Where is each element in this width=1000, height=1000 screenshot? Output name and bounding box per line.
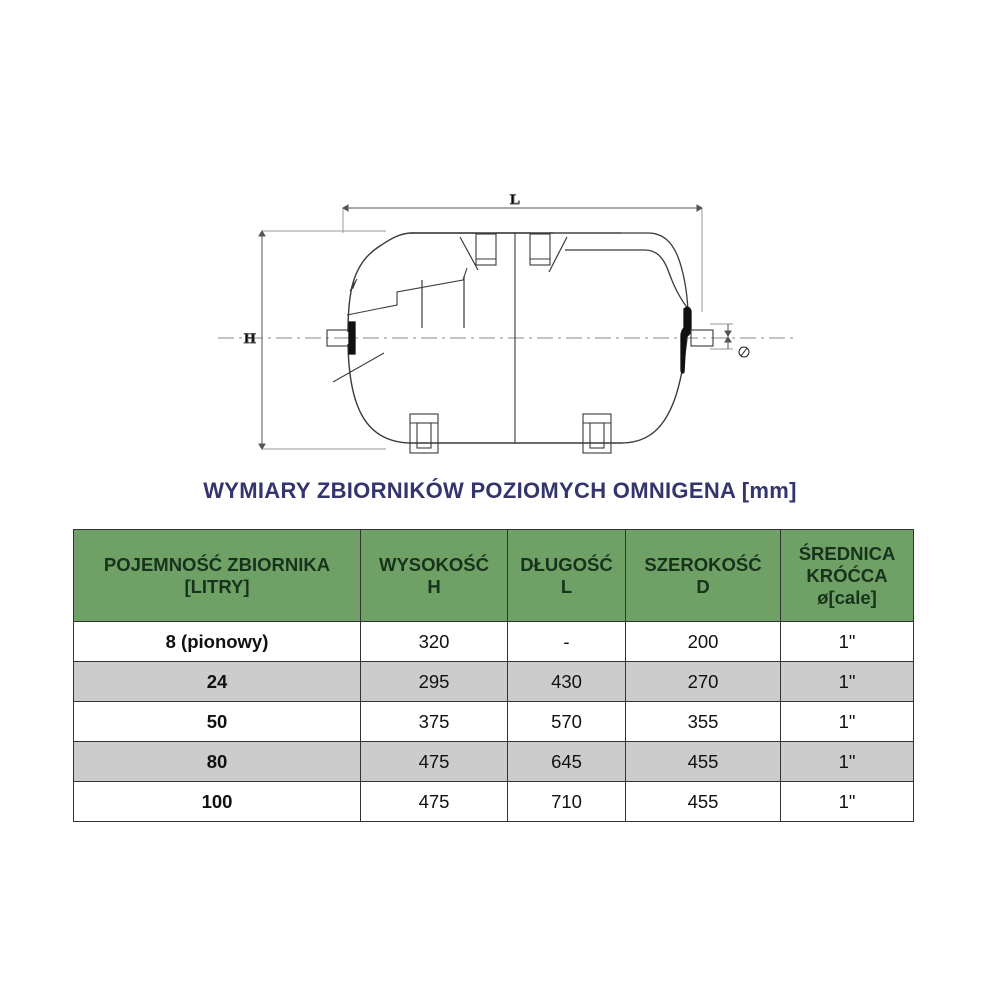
svg-text:L: L [510, 192, 520, 208]
svg-text:H: H [244, 331, 256, 347]
